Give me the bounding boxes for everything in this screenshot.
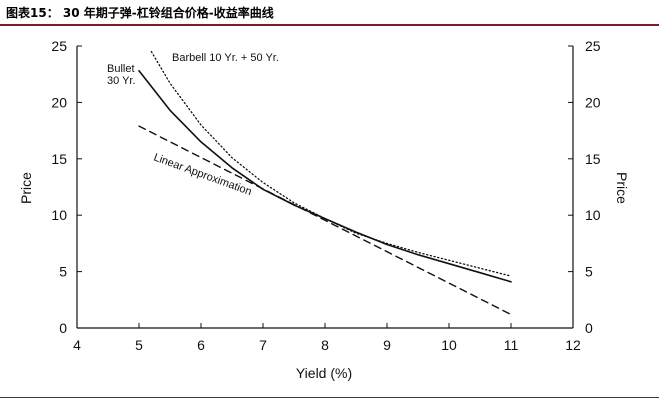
y-axis-title-left: Price	[18, 172, 34, 204]
x-axis-title: Yield (%)	[296, 365, 352, 381]
footer-rule	[0, 397, 659, 398]
y-tick-label-left: 20	[51, 94, 67, 110]
x-tick-label: 5	[135, 337, 143, 353]
chart-series	[138, 50, 512, 316]
y-tick-label-left: 25	[51, 38, 67, 54]
header-rule	[0, 24, 659, 26]
linear-approximation-line	[138, 125, 512, 316]
y-tick-label-right: 5	[585, 264, 593, 280]
y-tick-label-right: 10	[585, 207, 601, 223]
x-tick-label: 6	[197, 337, 205, 353]
x-tick-label: 12	[565, 337, 581, 353]
chart-axes	[76, 46, 574, 329]
figure-header: 图表15： 30 年期子弹-杠铃组合价格-收益率曲线	[0, 0, 659, 26]
x-tick-label: 8	[321, 337, 329, 353]
barbell-curve	[150, 50, 512, 277]
x-tick-label: 7	[259, 337, 267, 353]
y-tick-label-left: 15	[51, 151, 67, 167]
bullet-curve	[138, 70, 512, 283]
y-tick-label-left: 0	[59, 320, 67, 336]
barbell-label: Barbell 10 Yr. + 50 Yr.	[172, 52, 279, 64]
x-tick-label: 9	[383, 337, 391, 353]
x-tick-label: 11	[504, 337, 519, 353]
bullet-label: Bullet	[107, 63, 135, 75]
y-tick-label-left: 10	[51, 207, 67, 223]
y-tick-label-right: 15	[585, 151, 601, 167]
y-tick-label-right: 20	[585, 94, 601, 110]
x-tick-label: 10	[441, 337, 457, 353]
figure-title: 图表15： 30 年期子弹-杠铃组合价格-收益率曲线	[6, 6, 274, 20]
x-tick-label: 4	[73, 337, 81, 353]
bullet-30yr-label: 30 Yr.	[107, 75, 136, 87]
y-tick-label-right: 0	[585, 320, 593, 336]
y-axis-title-right: Price	[614, 172, 630, 204]
y-tick-label-right: 25	[585, 38, 601, 54]
y-tick-label-left: 5	[59, 264, 67, 280]
